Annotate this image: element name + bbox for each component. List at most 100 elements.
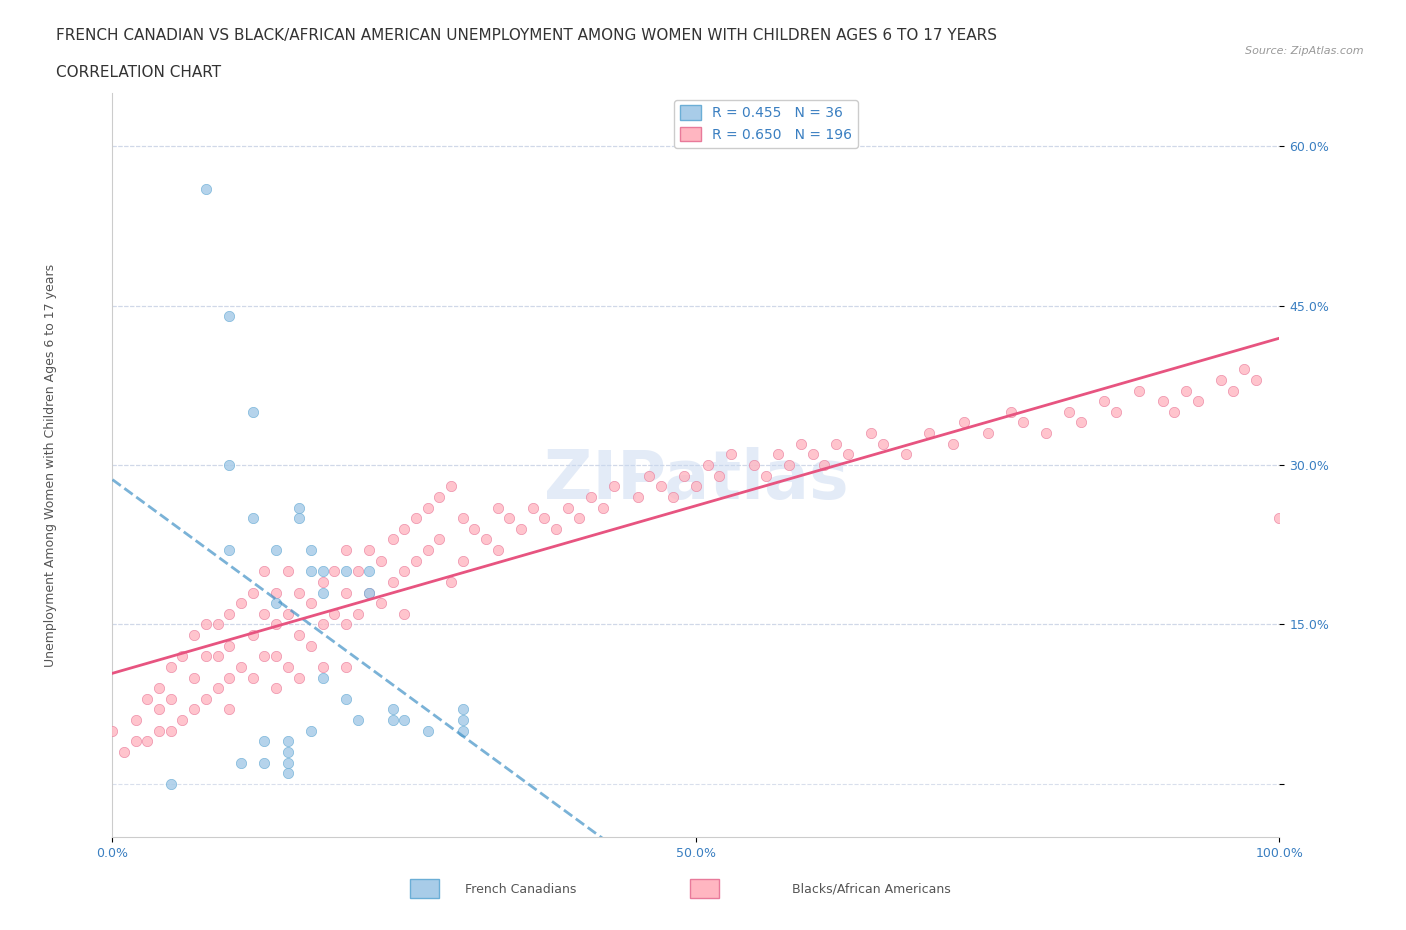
Point [194,617,217,631]
Point [242,671,264,685]
Point [1128,383,1150,398]
Point [276,564,298,578]
Point [311,564,333,578]
Point [311,617,333,631]
Point [276,755,298,770]
Point [311,575,333,590]
Point [1222,383,1244,398]
Point [451,712,474,727]
Point [218,458,240,472]
Point [346,606,368,621]
Point [335,691,357,706]
Point [253,755,276,770]
Point [709,468,731,483]
Point [112,745,135,760]
Point [1092,393,1115,408]
Point [427,489,450,504]
Point [381,702,404,717]
Text: ZIPatlas: ZIPatlas [544,447,848,512]
Point [335,617,357,631]
Point [1059,405,1081,419]
Point [183,671,205,685]
Point [392,606,416,621]
Point [253,734,276,749]
Point [101,724,124,738]
Point [346,564,368,578]
Point [264,585,287,600]
Point [288,500,311,515]
Point [207,649,229,664]
Point [323,564,346,578]
Point [359,542,381,557]
Point [299,564,322,578]
Point [125,734,148,749]
Point [359,564,381,578]
Point [148,724,170,738]
Point [486,542,509,557]
Point [405,511,427,525]
Point [160,777,183,791]
Point [160,724,183,738]
Point [440,479,463,494]
Point [160,691,183,706]
Point [405,553,427,568]
Point [1011,415,1033,430]
Point [218,542,240,557]
Point [720,447,742,462]
Point [207,681,229,696]
Point [451,724,474,738]
Point [183,702,205,717]
Point [976,426,998,441]
Point [335,542,357,557]
Point [463,522,485,537]
Point [276,734,298,749]
Point [335,659,357,674]
Point [125,712,148,727]
Point [475,532,498,547]
Point [1209,373,1232,388]
Point [568,511,591,525]
Point [229,659,252,674]
Point [276,745,298,760]
Point [299,638,322,653]
Point [392,712,416,727]
Point [172,712,194,727]
Point [148,702,170,717]
Point [627,489,650,504]
Point [264,617,287,631]
Point [276,606,298,621]
Point [276,765,298,780]
Point [323,606,346,621]
Point [661,489,683,504]
Point [381,532,404,547]
Point [218,606,240,621]
Point [392,564,416,578]
Point [148,681,170,696]
Point [942,436,965,451]
Point [311,671,333,685]
Point [837,447,859,462]
Point [194,649,217,664]
Text: Source: ZipAtlas.com: Source: ZipAtlas.com [1246,46,1364,57]
FancyBboxPatch shape [411,880,439,898]
Point [486,500,509,515]
Point [1152,393,1174,408]
Point [359,585,381,600]
Point [253,564,276,578]
Text: French Canadians: French Canadians [465,883,576,896]
Text: FRENCH CANADIAN VS BLACK/AFRICAN AMERICAN UNEMPLOYMENT AMONG WOMEN WITH CHILDREN: FRENCH CANADIAN VS BLACK/AFRICAN AMERICA… [56,28,997,43]
Point [160,659,183,674]
Point [427,532,450,547]
Point [264,649,287,664]
Point [335,564,357,578]
Point [311,585,333,600]
Point [533,511,555,525]
Point [918,426,941,441]
Point [288,585,311,600]
Point [592,500,614,515]
Point [242,628,264,643]
Point [264,542,287,557]
Point [299,724,322,738]
Point [359,585,381,600]
Point [859,426,883,441]
